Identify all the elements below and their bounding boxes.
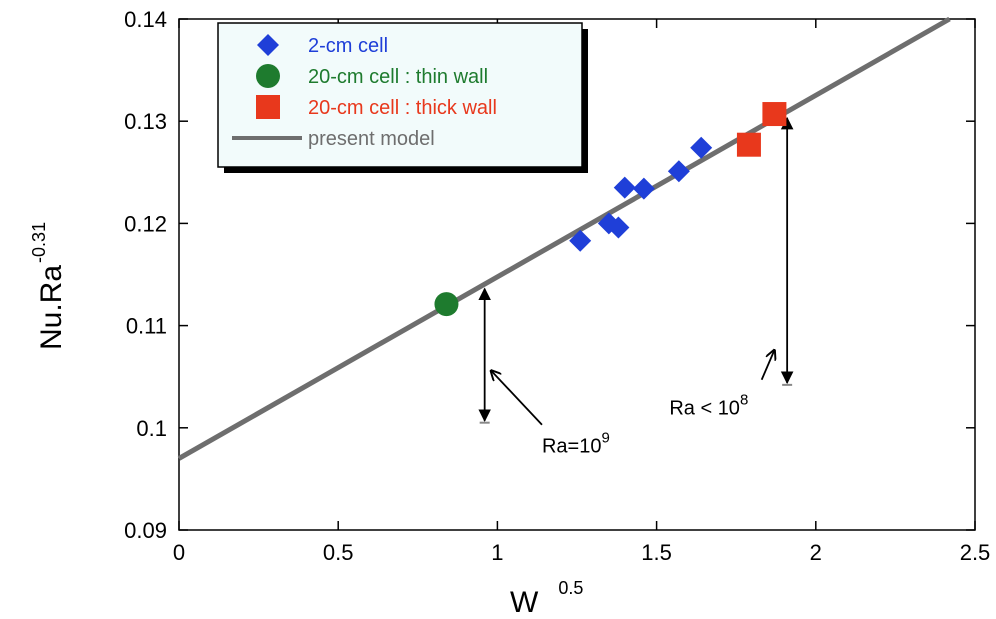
y-tick-label: 0.1 [136, 416, 167, 441]
legend-swatch-circle [256, 64, 280, 88]
data-point-diamond [607, 216, 630, 239]
data-point-diamond [667, 160, 690, 183]
y-tick-label: 0.14 [124, 7, 167, 32]
y-tick-label: 0.12 [124, 211, 167, 236]
annotation-label-sup: 8 [740, 392, 748, 409]
legend-swatch-diamond [257, 34, 279, 56]
axis-ticks: 0 0.5 1 1.5 2 2.5 0.09 0.1 0.11 0.12 0.13 0.14 [124, 7, 990, 565]
x-tick-label: 1 [491, 540, 503, 565]
x-tick-label: 2.5 [960, 540, 991, 565]
series-line-present-model [177, 16, 951, 461]
annotation-label-sup: 9 [601, 429, 609, 446]
data-point-diamond [690, 136, 713, 159]
data-point-square [762, 102, 787, 127]
legend-label: 20-cm cell : thin wall [308, 66, 488, 88]
annotation-label-base: Ra=10 [542, 435, 602, 457]
x-tick-label: 2 [810, 540, 822, 565]
legend-label: 20-cm cell : thick wall [308, 97, 497, 119]
y-axis-title: Nu.Ra-0.31 [29, 222, 68, 350]
x-tick-label: 1.5 [641, 540, 672, 565]
legend-label: present model [308, 128, 435, 150]
annotation-label-base: Ra < 10 [669, 398, 740, 420]
data-point-square [736, 132, 761, 157]
legend-swatch-square [256, 95, 280, 119]
x-tick-label: 0.5 [323, 540, 354, 565]
data-point-diamond [632, 177, 655, 200]
data-point-circle [434, 292, 459, 317]
model-line-layer [177, 16, 951, 461]
pointer-arrow [491, 371, 543, 426]
data-point-diamond [613, 176, 636, 199]
y-tick-label: 0.11 [126, 314, 167, 339]
annotation-label: Ra < 108 [669, 392, 748, 420]
annotation-label: Ra=109 [542, 429, 610, 457]
x-axis-title: W 0.5 [510, 578, 583, 619]
marker-layer [434, 102, 787, 317]
x-tick-label: 0 [173, 540, 185, 565]
annotation-layer: Ra=109 Ra < 108 [478, 116, 794, 457]
y-tick-label: 0.13 [124, 109, 167, 134]
pointer-arrow [760, 350, 775, 381]
legend: 2-cm cell 20-cm cell : thin wall 20-cm cel… [217, 22, 588, 173]
data-point-diamond [569, 229, 592, 252]
legend-label: 2-cm cell [308, 35, 388, 57]
y-tick-label: 0.09 [124, 518, 167, 543]
